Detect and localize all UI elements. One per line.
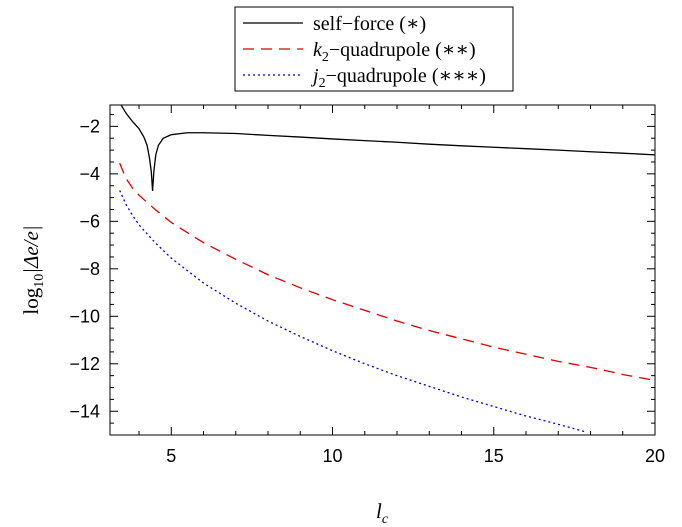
legend-label-k2-symbol: k [313, 39, 323, 61]
x-tick-label: 15 [484, 446, 504, 466]
legend-label-j2: j2−quadrupole (∗∗∗) [310, 65, 486, 91]
series-j2-quadrupole [119, 190, 585, 433]
legend: self−force (∗) k2−quadrupole (∗∗) j2−qua… [234, 6, 514, 92]
x-tick-label: 5 [166, 446, 176, 466]
y-tick-label: −14 [69, 401, 100, 421]
legend-label-j2-rest: −quadrupole (∗∗∗) [326, 65, 486, 87]
plot-frame [109, 104, 656, 436]
x-axis-title-subscript: c [382, 512, 389, 527]
series-k2-quadrupole [119, 162, 655, 382]
y-tick-label: −12 [69, 354, 100, 374]
x-tick-label: 20 [645, 446, 665, 466]
legend-label-k2: k2−quadrupole (∗∗) [313, 39, 476, 65]
series-self-force [120, 105, 655, 191]
y-tick-label: −4 [79, 164, 100, 184]
legend-label-self-force-text: self−force (∗) [313, 13, 426, 35]
legend-label-j2-symbol: j [310, 65, 319, 87]
y-tick-label: −10 [69, 306, 100, 326]
y-axis-title-subscript: 10 [32, 274, 47, 288]
axis-ticks [110, 105, 656, 436]
x-tick-label: 10 [322, 446, 342, 466]
y-axis-title-rest: |Δe/e| [19, 225, 43, 273]
legend-label-j2-subscript: 2 [319, 76, 326, 91]
y-tick-label: −6 [79, 211, 100, 231]
y-axis-title: log10|Δe/e| [19, 225, 47, 314]
series-layer [119, 105, 655, 433]
legend-label-k2-subscript: 2 [322, 50, 329, 65]
x-axis-title-symbol: l [376, 499, 382, 523]
y-tick-label: −8 [79, 259, 100, 279]
axis-tick-labels: 5 10 15 20 −2 −4 −6 −8 −10 −12 −14 [69, 116, 665, 466]
y-axis-title-log: log [19, 287, 43, 314]
legend-label-self-force: self−force (∗) [313, 13, 426, 35]
y-tick-label: −2 [79, 116, 100, 136]
x-axis-title: lc [376, 499, 389, 527]
legend-label-k2-rest: −quadrupole (∗∗) [329, 39, 476, 61]
